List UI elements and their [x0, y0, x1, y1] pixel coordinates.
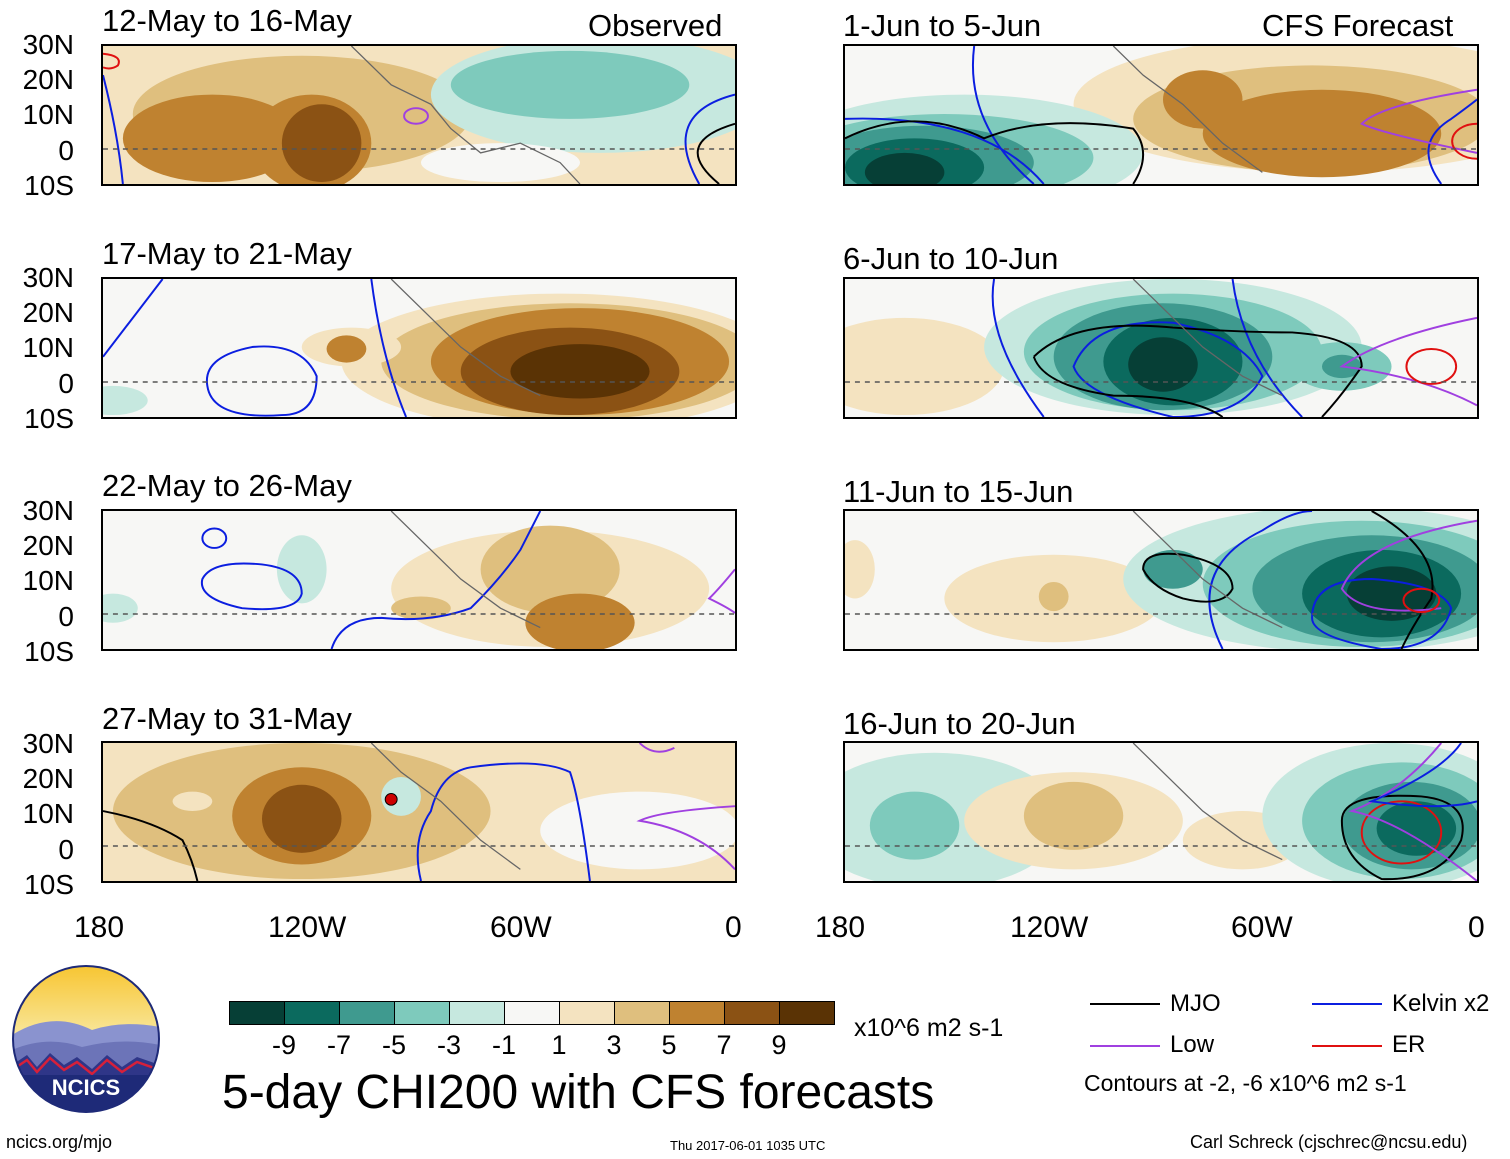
colorbar-tick-label: -7	[326, 1030, 351, 1060]
panel-title: 6-Jun to 10-Jun	[843, 241, 1059, 276]
y-tick-label: 10S	[24, 636, 74, 667]
y-tick-label: 20N	[22, 763, 74, 794]
colorbar-tick-label: -3	[436, 1030, 461, 1060]
y-tick-label: 10N	[22, 798, 74, 829]
map-panel-22may	[101, 509, 737, 651]
panel-title: 12-May to 16-May	[102, 3, 352, 38]
legend-kelvin-label: Kelvin x2	[1392, 990, 1490, 1017]
y-tick-label: 0	[58, 135, 74, 166]
y-tick-label: 10S	[24, 403, 74, 434]
legend-er-label: ER	[1392, 1031, 1426, 1058]
panel-title: 16-Jun to 20-Jun	[843, 706, 1076, 741]
x-tick-label: 0	[725, 911, 742, 944]
ncics-logo[interactable]: NCICS	[12, 965, 160, 1113]
cfs-forecast-label: CFS Forecast	[1262, 8, 1454, 43]
colorbar-swatch	[449, 1001, 505, 1025]
colorbar-swatch	[779, 1001, 835, 1025]
x-tick-label: 60W	[490, 911, 552, 944]
y-tick-label: 10S	[24, 170, 74, 201]
colorbar-tick-label: -5	[381, 1030, 406, 1060]
map-panel-27may	[101, 741, 737, 883]
colorbar-tick-label: 9	[771, 1030, 787, 1060]
legend-low-label: Low	[1170, 1031, 1215, 1058]
x-tick-label: 60W	[1231, 911, 1293, 944]
colorbar-swatch	[504, 1001, 560, 1025]
colorbar-swatch	[614, 1001, 670, 1025]
panel-title: 22-May to 26-May	[102, 468, 352, 503]
colorbar-units: x10^6 m2 s-1	[854, 1014, 1004, 1042]
y-tick-label: 30N	[22, 29, 74, 60]
colorbar	[229, 1001, 835, 1027]
observed-label: Observed	[588, 8, 723, 43]
y-tick-label: 0	[58, 601, 74, 632]
y-tick-label: 10N	[22, 565, 74, 596]
colorbar-swatch	[559, 1001, 615, 1025]
map-panel-16jun	[843, 741, 1479, 883]
map-panel-1jun	[843, 44, 1479, 186]
colorbar-swatch	[339, 1001, 395, 1025]
logo-text: NCICS	[52, 1075, 120, 1100]
colorbar-tick-label: 7	[716, 1030, 732, 1060]
legend-low-line	[1090, 1045, 1160, 1047]
y-tick-label: 10N	[22, 332, 74, 363]
colorbar-tick-label: -1	[491, 1030, 516, 1060]
panel-title: 27-May to 31-May	[102, 701, 352, 736]
colorbar-tick-label: 1	[551, 1030, 567, 1060]
legend-kelvin-line	[1312, 1003, 1382, 1005]
panel-title: 11-Jun to 15-Jun	[843, 474, 1074, 509]
colorbar-swatch	[284, 1001, 340, 1025]
x-tick-label: 120W	[268, 911, 347, 944]
y-tick-label: 20N	[22, 297, 74, 328]
legend-mjo-line	[1090, 1003, 1160, 1005]
y-tick-label: 10S	[24, 869, 74, 900]
legend-mjo-label: MJO	[1170, 990, 1221, 1017]
main-title: 5-day CHI200 with CFS forecasts	[222, 1066, 935, 1119]
footer-url[interactable]: ncics.org/mjo	[6, 1132, 113, 1152]
contour-note: Contours at -2, -6 x10^6 m2 s-1	[1084, 1070, 1407, 1096]
map-panel-12may	[101, 44, 737, 186]
y-tick-label: 30N	[22, 728, 74, 759]
colorbar-tick-label: 5	[661, 1030, 677, 1060]
map-panel-17may	[101, 277, 737, 419]
colorbar-tick-label: -9	[271, 1030, 296, 1060]
map-panel-6jun	[843, 277, 1479, 419]
y-tick-label: 0	[58, 368, 74, 399]
y-tick-label: 20N	[22, 64, 74, 95]
panel-title: 17-May to 21-May	[102, 236, 352, 271]
x-tick-label: 0	[1468, 911, 1485, 944]
colorbar-swatch	[724, 1001, 780, 1025]
colorbar-swatch	[394, 1001, 450, 1025]
x-tick-label: 180	[74, 911, 125, 944]
colorbar-tick-label: 3	[606, 1030, 622, 1060]
y-tick-label: 30N	[22, 262, 74, 293]
legend-er-line	[1312, 1045, 1382, 1047]
footer-timestamp: Thu 2017-06-01 1035 UTC	[670, 1138, 826, 1153]
map-panel-11jun	[843, 509, 1479, 651]
panel-title: 1-Jun to 5-Jun	[843, 8, 1042, 43]
y-tick-label: 0	[58, 834, 74, 865]
y-tick-label: 20N	[22, 530, 74, 561]
x-tick-label: 120W	[1010, 911, 1089, 944]
colorbar-swatch	[229, 1001, 285, 1025]
footer-author: Carl Schreck (cjschrec@ncsu.edu)	[1190, 1132, 1468, 1152]
colorbar-swatch	[669, 1001, 725, 1025]
y-tick-label: 30N	[22, 495, 74, 526]
x-tick-label: 180	[815, 911, 866, 944]
y-tick-label: 10N	[22, 99, 74, 130]
